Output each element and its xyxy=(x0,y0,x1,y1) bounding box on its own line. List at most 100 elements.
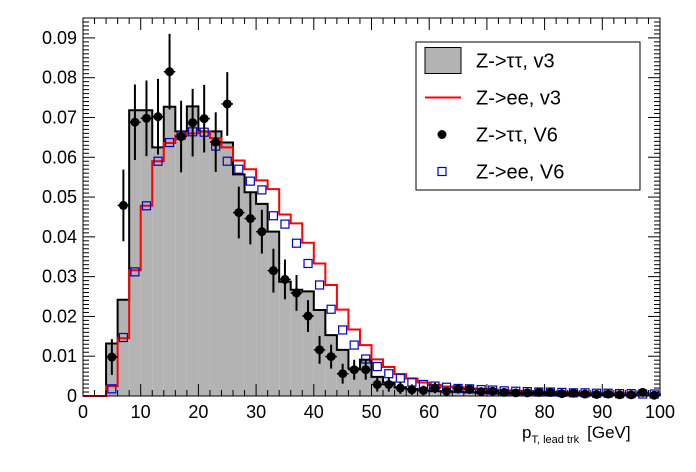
y-tick-label: 0.01 xyxy=(42,346,77,366)
y-tick-label: 0.02 xyxy=(42,306,77,326)
marker-ztautau-v6 xyxy=(638,387,648,397)
x-axis-title-symbol: p xyxy=(522,423,531,442)
marker-ztautau-v6 xyxy=(118,200,128,210)
bar-ztautau-v3 xyxy=(302,291,314,396)
marker-ztautau-v6 xyxy=(615,390,625,400)
marker-ztautau-v6 xyxy=(407,385,417,395)
bar-ztautau-v3 xyxy=(152,147,164,396)
x-axis-title-subscript: T, lead trk xyxy=(531,434,579,446)
marker-ztautau-v6 xyxy=(430,383,440,393)
marker-ztautau-v6 xyxy=(649,390,659,400)
bar-ztautau-v3 xyxy=(198,131,210,396)
bar-ztautau-v3 xyxy=(348,368,360,396)
bar-ztautau-v3 xyxy=(221,142,234,396)
bar-ztautau-v3 xyxy=(256,203,268,396)
marker-ztautau-v6 xyxy=(453,384,463,394)
marker-ztautau-v6 xyxy=(165,67,175,77)
marker-ztautau-v6 xyxy=(257,227,267,237)
y-tick-label: 0.03 xyxy=(42,267,77,287)
x-axis-title-unit: [GeV] xyxy=(587,423,630,442)
marker-ztautau-v6 xyxy=(442,386,452,396)
bar-ztautau-v3 xyxy=(279,281,291,396)
tick-labels: 0 10 20 30 40 50 60 70 80 90 100 0 0.01 0.02 0.03 0.04 0… xyxy=(42,28,675,422)
legend-marker-square xyxy=(437,166,447,177)
marker-ztautau-v6 xyxy=(338,369,348,379)
x-tick-label: 70 xyxy=(477,402,497,422)
marker-ztautau-v6 xyxy=(488,386,498,396)
bar-ztautau-v3 xyxy=(452,392,464,396)
marker-zee-v6 xyxy=(372,361,382,372)
marker-zee-v6 xyxy=(118,332,128,343)
marker-zee-v6 xyxy=(257,185,267,195)
x-tick-label: 10 xyxy=(131,402,151,422)
x-tick-label: 0 xyxy=(78,402,88,422)
x-tick-label: 30 xyxy=(246,402,266,422)
marker-ztautau-v6 xyxy=(268,266,278,276)
marker-ztautau-v6 xyxy=(130,117,140,127)
marker-ztautau-v6 xyxy=(141,113,151,123)
bar-ztautau-v3 xyxy=(140,110,153,396)
marker-ztautau-v6 xyxy=(395,383,405,393)
plot-frame xyxy=(82,17,661,397)
bar-ztautau-v3 xyxy=(244,192,257,396)
marker-ztautau-v6 xyxy=(384,379,394,389)
marker-ztautau-v6 xyxy=(626,390,636,400)
legend-label: Z->ττ, V6 xyxy=(476,125,558,147)
marker-ztautau-v6 xyxy=(418,385,428,395)
marker-zee-v6 xyxy=(153,156,163,166)
marker-zee-v6 xyxy=(222,156,232,166)
x-tick-label: 40 xyxy=(304,402,324,422)
y-tick-label: 0.09 xyxy=(42,28,77,48)
y-tick-label: 0.07 xyxy=(42,107,77,127)
marker-ztautau-v6 xyxy=(234,208,244,218)
axis-ticks xyxy=(82,17,661,397)
marker-zee-v6 xyxy=(234,164,244,174)
bar-ztautau-v3 xyxy=(463,392,476,396)
y-tick-label: 0.08 xyxy=(42,68,77,88)
marker-ztautau-v6 xyxy=(315,345,325,355)
marker-zee-v6 xyxy=(291,238,302,248)
bar-ztautau-v3 xyxy=(117,299,130,396)
bar-ztautau-v3 xyxy=(233,174,245,396)
marker-ztautau-v6 xyxy=(361,365,371,375)
x-tick-label: 50 xyxy=(361,402,381,422)
legend-label: Z->ee, v3 xyxy=(476,88,561,110)
bar-ztautau-v3 xyxy=(267,231,280,396)
bar-ztautau-v3 xyxy=(163,106,176,396)
marker-ztautau-v6 xyxy=(465,384,475,394)
bar-ztautau-v3 xyxy=(290,289,303,396)
bar-ztautau-v3 xyxy=(209,131,222,396)
marker-ztautau-v6 xyxy=(499,387,509,397)
marker-ztautau-v6 xyxy=(534,387,544,397)
marker-ztautau-v6 xyxy=(592,389,602,399)
marker-zee-v6 xyxy=(314,280,325,290)
x-tick-label: 20 xyxy=(188,402,208,422)
legend-label: Z->ee, V6 xyxy=(476,162,564,184)
marker-ztautau-v6 xyxy=(349,365,359,375)
marker-ztautau-v6 xyxy=(557,389,567,399)
legend: Z->ττ, v3 Z->ee, v3 Z->ττ, V6 Z->ee, V6 xyxy=(415,41,641,191)
bar-ztautau-v3 xyxy=(429,391,441,396)
marker-ztautau-v6 xyxy=(568,388,578,398)
bar-ztautau-v3 xyxy=(175,131,187,396)
marker-zee-v6 xyxy=(326,304,336,314)
marker-ztautau-v6 xyxy=(372,379,382,389)
marker-zee-v6 xyxy=(280,219,290,229)
marker-ztautau-v6 xyxy=(245,214,255,224)
marker-zee-v6 xyxy=(130,267,140,277)
marker-ztautau-v6 xyxy=(188,118,198,128)
legend-label: Z->ττ, v3 xyxy=(476,51,555,73)
marker-ztautau-v6 xyxy=(211,137,221,147)
marker-ztautau-v6 xyxy=(326,352,336,362)
histogram-layer xyxy=(83,33,661,400)
marker-ztautau-v6 xyxy=(545,387,555,397)
x-tick-label: 60 xyxy=(419,402,439,422)
legend-marker-circle xyxy=(437,130,447,139)
marker-zee-v6 xyxy=(303,258,313,269)
marker-ztautau-v6 xyxy=(291,288,301,298)
marker-zee-v6 xyxy=(245,176,255,186)
x-tick-label: 80 xyxy=(535,402,555,422)
marker-zee-v6 xyxy=(349,340,359,350)
bar-ztautau-v3 xyxy=(129,110,141,396)
